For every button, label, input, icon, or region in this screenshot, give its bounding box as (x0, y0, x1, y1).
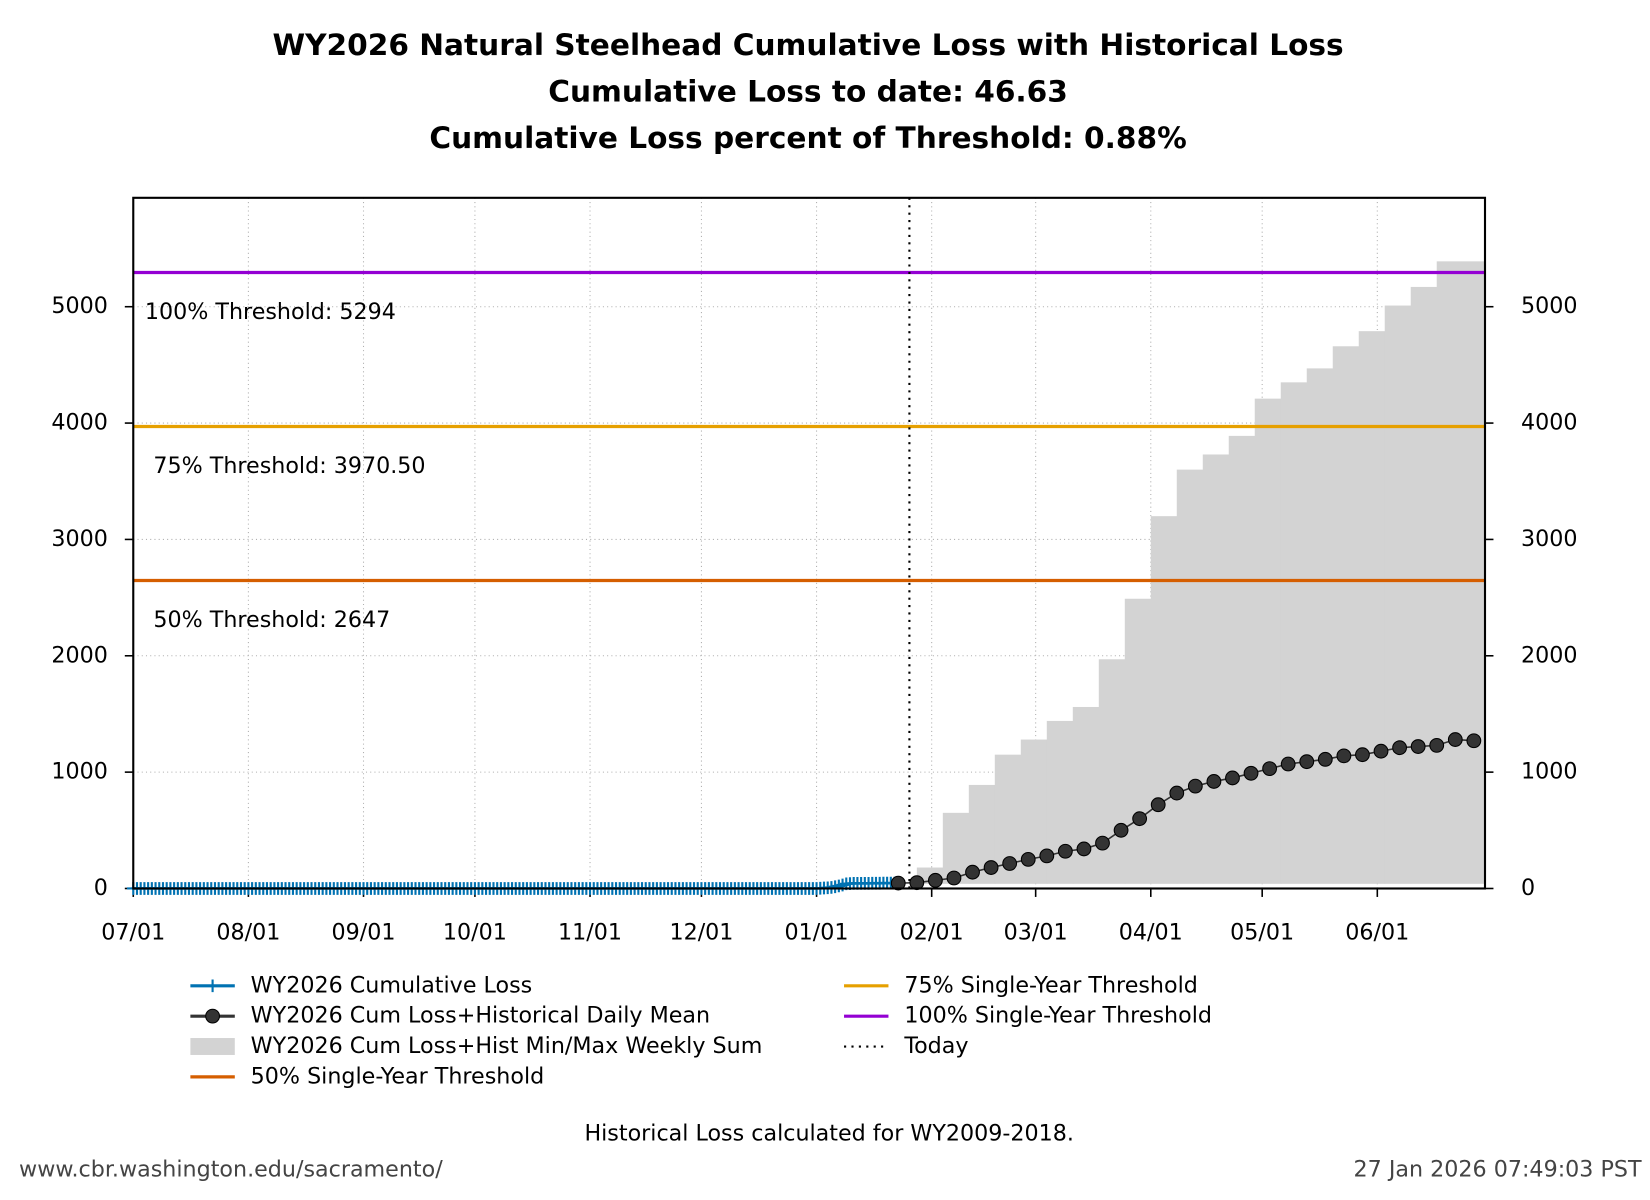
y2-tick-label: 1000 (1521, 759, 1578, 785)
point-marker (1187, 778, 1203, 794)
y-tick-label: 0 (94, 875, 108, 901)
legend-label: 100% Single-Year Threshold (904, 1003, 1212, 1029)
point-marker (965, 864, 980, 880)
y2-tick-label: 3000 (1521, 526, 1578, 552)
point-marker (1299, 754, 1315, 770)
band-step (1436, 261, 1486, 884)
threshold-label: 50% Threshold: 2647 (153, 607, 390, 633)
x-tick-label: 05/01 (1230, 919, 1294, 945)
point-marker (1410, 739, 1426, 754)
point-marker (1076, 841, 1092, 857)
y-tick-label: 3000 (51, 526, 108, 552)
band-step (1202, 454, 1230, 884)
point-marker (1095, 835, 1110, 851)
point-marker (1113, 822, 1129, 838)
point-marker (1355, 747, 1370, 763)
point-marker (1057, 843, 1073, 859)
y2-tick-label: 5000 (1521, 293, 1578, 319)
footnote: Historical Loss calculated for WY2009-20… (584, 1120, 1074, 1146)
x-tick-label: 08/01 (216, 919, 280, 945)
point-marker (946, 870, 962, 886)
band-step (1124, 598, 1152, 884)
band-step (1228, 435, 1256, 884)
legend-swatch (190, 1038, 235, 1055)
chart-subtitle: Cumulative Loss percent of Threshold: 0.… (429, 121, 1186, 155)
y-tick-label: 5000 (51, 293, 108, 319)
x-tick-label: 01/01 (785, 919, 849, 945)
band-step (1384, 305, 1412, 884)
band-step (1254, 398, 1282, 884)
y2-tick-label: 0 (1521, 875, 1535, 901)
x-tick-label: 12/01 (669, 919, 733, 945)
chart-title: WY2026 Natural Steelhead Cumulative Loss… (272, 28, 1343, 62)
x-tick-label: 06/01 (1345, 919, 1409, 945)
plot-frame (132, 196, 1487, 890)
band-step (1332, 346, 1360, 884)
threshold-label: 100% Threshold: 5294 (145, 299, 396, 325)
band-step (1072, 706, 1100, 884)
point-marker (1336, 748, 1352, 764)
y-tick-label: 4000 (51, 410, 108, 436)
point-marker (1169, 785, 1185, 801)
x-tick-label: 11/01 (558, 919, 622, 945)
point-marker (1206, 774, 1222, 789)
legend-swatch (205, 1008, 220, 1024)
x-tick-label: 03/01 (1004, 919, 1068, 945)
point-marker (1225, 770, 1240, 786)
point-marker (890, 875, 906, 891)
x-tick-label: 04/01 (1119, 919, 1183, 945)
point-marker (983, 860, 999, 875)
point-marker (1447, 732, 1463, 747)
point-marker (1392, 740, 1407, 756)
band-step (1306, 368, 1334, 884)
source: www.cbr.washington.edu/sacramento/ (19, 1156, 443, 1182)
band-step (1176, 469, 1204, 884)
point-marker (1466, 733, 1482, 749)
point-marker (1039, 848, 1055, 864)
legend-label: WY2026 Cum Loss+Historical Daily Mean (251, 1003, 710, 1029)
point-marker (1429, 737, 1445, 753)
legend-label: Today (903, 1033, 968, 1059)
legend-label: WY2026 Cumulative Loss (251, 972, 533, 998)
y2-tick-label: 4000 (1521, 410, 1578, 436)
y-tick-label: 1000 (51, 759, 108, 785)
point-marker (1262, 761, 1278, 777)
point-marker (1243, 765, 1259, 781)
x-tick-label: 02/01 (900, 919, 964, 945)
x-tick-label: 09/01 (332, 919, 396, 945)
point-marker (1280, 756, 1296, 772)
y2-tick-label: 2000 (1521, 642, 1578, 668)
legend-label: 50% Single-Year Threshold (251, 1063, 545, 1089)
legend-label: 75% Single-Year Threshold (904, 972, 1198, 998)
point-marker (1132, 811, 1148, 827)
band-step (1280, 382, 1308, 884)
point-marker (1002, 856, 1018, 871)
band-step (1150, 516, 1178, 884)
legend-label: WY2026 Cum Loss+Hist Min/Max Weekly Sum (251, 1033, 763, 1059)
x-tick-label: 07/01 (101, 919, 165, 945)
y-tick-label: 2000 (51, 642, 108, 668)
point-marker (1317, 751, 1333, 767)
timestamp: 27 Jan 2026 07:49:03 PST (1354, 1156, 1642, 1182)
threshold-label: 75% Threshold: 3970.50 (153, 453, 425, 479)
point-marker (927, 872, 943, 888)
point-marker (1150, 797, 1166, 813)
point-marker (1373, 743, 1389, 759)
legend-swatch (206, 979, 219, 993)
point-marker (1020, 851, 1036, 867)
band-step (1358, 331, 1386, 884)
band-step (1410, 286, 1438, 884)
chart-subtitle: Cumulative Loss to date: 46.63 (548, 75, 1068, 109)
x-tick-label: 10/01 (443, 919, 507, 945)
